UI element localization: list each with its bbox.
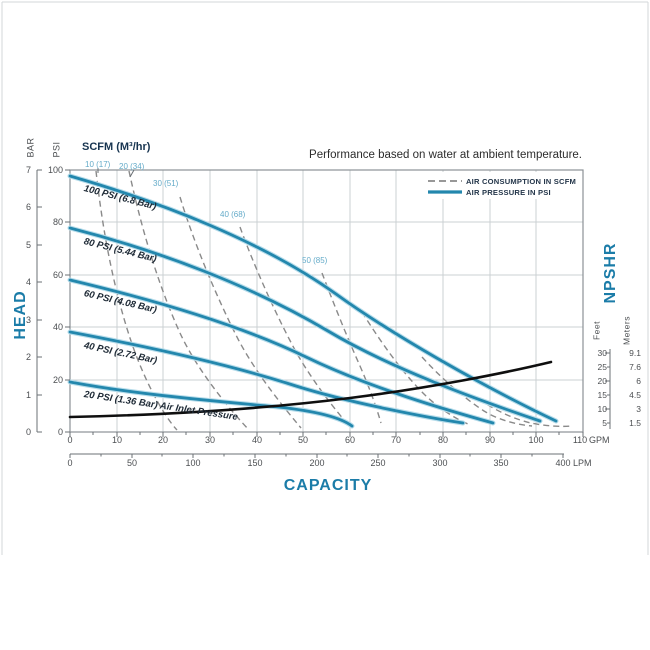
psi-tick: 60 [52,270,63,280]
bar-tick: 4 [25,277,31,287]
gpm-tick: 50 [297,435,308,445]
psi-tick: 80 [52,217,63,227]
meters-tick: 4.5 [629,390,641,400]
feet-tick: 30 [597,348,607,358]
meters-tick: 7.6 [629,362,641,372]
lpm-tick: 100 [185,458,201,468]
gpm-unit: GPM [589,435,610,445]
feet-tick: 15 [597,390,607,400]
scfm-label-50: 50 (85) [302,256,328,265]
gpm-tick: 70 [390,435,401,445]
lpm-tick: 350 [493,458,509,468]
bar-tick: 3 [25,315,31,325]
scfm-axis-header: SCFM (M³/hr) [82,141,151,153]
legend-air-consumption: AIR CONSUMPTION IN SCFM [466,177,577,186]
gpm-tick: 40 [251,435,262,445]
meters-tick: 6 [636,376,641,386]
legend-background [423,172,582,199]
scfm-curve-6 [361,311,469,425]
gpm-tick: 0 [67,435,73,445]
curve-60psi [68,278,495,425]
psi-tick: 100 [47,165,63,175]
lpm-unit: LPM [573,458,592,468]
npshr-axis-title: NPSHR [602,242,619,304]
feet-tick: 10 [597,404,607,414]
psi-tick: 20 [52,375,63,385]
bar-tick: 7 [25,165,31,175]
meters-tick: 9.1 [629,348,641,358]
curve-100psi [68,174,558,423]
npshr-curve [68,360,553,419]
pressure-curves [68,174,558,428]
curve-80psi [68,226,542,423]
scfm-label-40: 40 (68) [220,210,246,219]
feet-tick: 25 [597,362,607,372]
curve-20psi [68,380,354,428]
scfm-label-30: 30 (51) [153,179,179,188]
scfm-curve-10 [95,170,178,431]
feet-tick: 20 [597,376,607,386]
scfm-label-10: 10 (17) [85,160,111,169]
lpm-tick: 400 [555,458,571,468]
legend-air-pressure: AIR PRESSURE IN PSI [466,188,551,197]
bar-tick: 6 [25,202,31,212]
psi-tick: 0 [57,427,63,437]
capacity-axis-title: CAPACITY [283,477,373,494]
bar-tick: 5 [25,240,31,250]
lpm-tick: 200 [309,458,325,468]
lpm-tick: 250 [370,458,386,468]
meters-tick: 3 [636,404,641,414]
photo-frame [1,1,649,555]
curve-40psi [68,330,465,425]
gpm-tick: 60 [344,435,355,445]
bar-tick: 2 [25,352,31,362]
bar-tick: 0 [25,427,31,437]
feet-tick: 5 [602,418,607,428]
gpm-tick: 110 [572,435,588,445]
lpm-tick: 150 [247,458,263,468]
meters-tick: 1.5 [629,418,641,428]
lpm-tick: 300 [432,458,448,468]
axis-ticks [36,168,611,458]
gpm-tick: 80 [437,435,448,445]
gpm-tick: 30 [204,435,215,445]
gpm-tick: 20 [157,435,168,445]
gpm-tick: 100 [528,435,544,445]
scfm-label-20: 20 (34) [119,162,145,171]
chart-note: Performance based on water at ambient te… [309,149,582,161]
gpm-tick: 10 [111,435,122,445]
lpm-tick: 50 [126,458,137,468]
psi-tick: 40 [52,322,63,332]
scfm-curve-7 [421,356,533,427]
gpm-tick: 90 [484,435,495,445]
bar-tick: 1 [25,390,31,400]
lpm-tick: 0 [67,458,73,468]
